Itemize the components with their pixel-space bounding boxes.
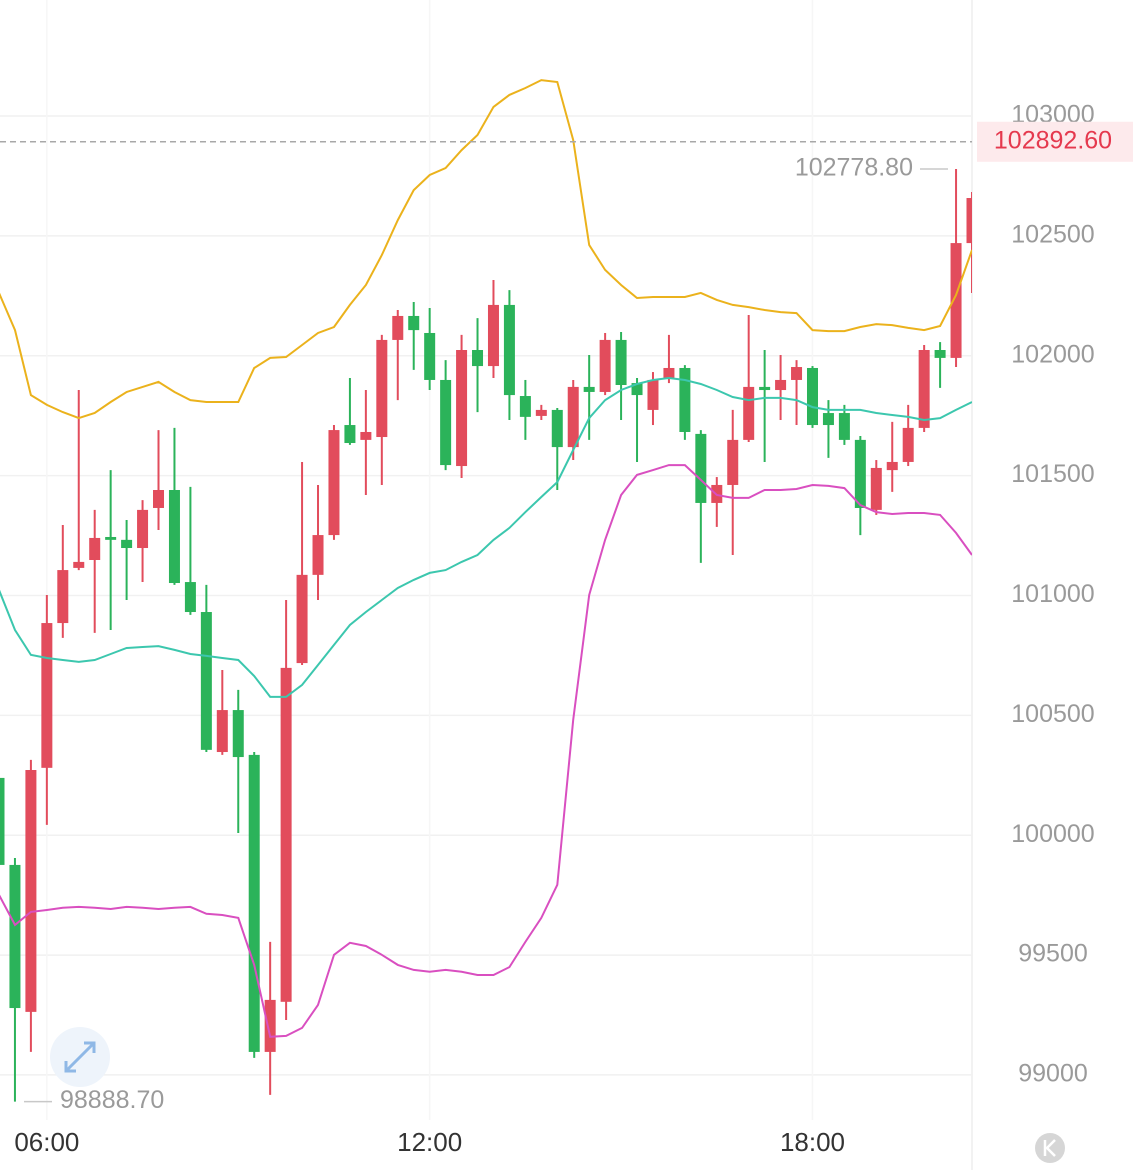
candle-body <box>759 386 771 391</box>
last-price-label: 102892.60 <box>994 126 1112 154</box>
candle-body <box>360 431 372 440</box>
x-tick-label: 18:00 <box>780 1127 845 1157</box>
candle-body <box>232 710 244 758</box>
min-label: 98888.70 <box>60 1086 164 1114</box>
y-tick-label: 100000 <box>1011 820 1094 848</box>
candle-body <box>551 409 563 448</box>
candle-body <box>73 561 85 568</box>
candle-body <box>408 315 420 331</box>
candle-body <box>743 386 755 440</box>
last-price-box <box>977 121 1133 162</box>
candle-body <box>727 439 739 485</box>
candle-body <box>791 367 803 380</box>
x-tick-label: 12:00 <box>397 1127 462 1157</box>
candle-body <box>153 490 165 508</box>
candle-body <box>854 439 866 508</box>
candle-body <box>344 425 356 444</box>
candle-body <box>950 243 962 358</box>
candle-body <box>934 350 946 358</box>
candle-body <box>25 770 37 1012</box>
candle-body <box>838 413 850 440</box>
candle-body <box>248 754 260 1052</box>
candle-body <box>41 623 53 768</box>
candle-body <box>663 367 675 379</box>
candle-body <box>200 612 212 750</box>
candle-body <box>567 386 579 448</box>
candle-body <box>440 379 452 466</box>
candle-body <box>216 710 228 753</box>
axes: 99000 99500 100000 100500 101000 101500 102000… <box>0 101 1133 1157</box>
band-line <box>0 79 972 420</box>
candle-body <box>822 413 834 426</box>
candle-body <box>599 339 611 392</box>
candle-body <box>57 570 69 624</box>
y-tick-label: 102500 <box>1011 220 1094 248</box>
candle-body <box>679 367 691 432</box>
candle-body <box>487 304 499 367</box>
candle-body <box>168 490 180 584</box>
candle-body <box>392 315 404 340</box>
y-tick-label: 101500 <box>1011 460 1094 488</box>
candle-body <box>184 582 196 613</box>
band-line <box>0 376 972 698</box>
candle-body <box>472 350 484 367</box>
candle-body <box>886 461 898 471</box>
plot-area <box>0 79 972 1102</box>
candle-body <box>966 198 972 244</box>
candle-body <box>121 539 133 549</box>
candle-body <box>806 367 818 426</box>
candle-body <box>264 999 276 1052</box>
kline-button[interactable] <box>1035 1133 1065 1163</box>
candle-body <box>312 535 324 575</box>
band-line <box>0 464 972 1038</box>
candle-body <box>902 427 914 462</box>
y-tick-label: 100500 <box>1011 700 1094 728</box>
candle-body <box>0 777 5 865</box>
candle-body <box>105 536 117 540</box>
candle-body <box>137 509 149 549</box>
expand-button[interactable] <box>50 1027 110 1087</box>
candle-body <box>376 339 388 438</box>
candle-body <box>9 864 21 1009</box>
candle-body <box>631 383 643 396</box>
grid <box>0 115 972 1076</box>
candle-body <box>456 350 468 467</box>
candle-body <box>535 409 547 416</box>
candle-body <box>775 379 787 391</box>
candle-body <box>503 304 515 396</box>
candle-body <box>695 433 707 503</box>
x-tick-label: 06:00 <box>14 1127 79 1157</box>
y-tick-label: 99500 <box>1018 940 1088 968</box>
y-tick-label: 102000 <box>1011 340 1094 368</box>
candle-body <box>918 350 930 428</box>
candle-body <box>519 396 531 417</box>
candle-body <box>615 339 627 385</box>
candle-body <box>424 332 436 380</box>
candle-body <box>647 379 659 410</box>
max-label: 102778.80 <box>795 154 913 182</box>
y-tick-label: 101000 <box>1011 580 1094 608</box>
candle-body <box>296 574 308 664</box>
candle-body <box>280 667 292 1002</box>
candle-body <box>583 386 595 392</box>
candle-body <box>870 467 882 510</box>
candle-body <box>89 537 101 560</box>
y-tick-label: 99000 <box>1018 1060 1088 1088</box>
candle-body <box>328 430 340 536</box>
